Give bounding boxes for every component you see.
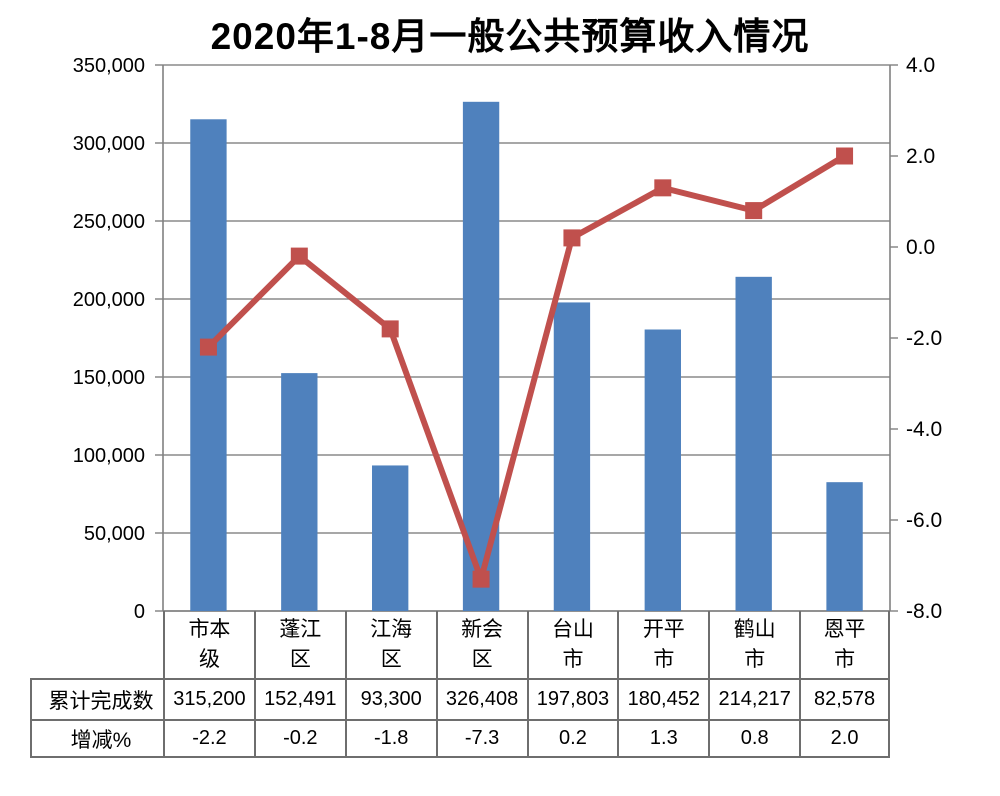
table-cell: 2.0 (799, 719, 890, 758)
bar-江海区 (372, 465, 409, 611)
line-marker-台山市 (563, 229, 581, 247)
category-label-line1: 恩平 (823, 617, 866, 641)
table-cell: 82,578 (799, 678, 890, 719)
table-row-label-增减%: 增减% (30, 719, 163, 758)
line-marker-市本级 (199, 338, 217, 356)
right-axis-tick-label: 2.0 (906, 145, 935, 168)
table-cell: 93,300 (344, 678, 436, 719)
category-label-line2: 级 (198, 647, 220, 671)
bar-开平市 (644, 329, 681, 611)
left-axis-tick-label: 0 (134, 601, 145, 623)
category-label-line1: 蓬江 (279, 617, 322, 641)
category-label-鹤山市: 鹤山市 (708, 611, 799, 678)
category-label-line2: 区 (380, 647, 402, 671)
category-label-line2: 市 (653, 647, 675, 671)
table-cell: 152,491 (253, 678, 345, 719)
category-label-line1: 市本 (188, 617, 231, 641)
category-label-市本级: 市本级 (163, 611, 254, 678)
line-marker-恩平市 (836, 147, 854, 165)
category-label-江海区: 江海区 (344, 611, 436, 678)
category-label-line1: 江海 (370, 617, 413, 641)
bar-台山市 (553, 302, 591, 611)
category-label-台山市: 台山市 (526, 611, 618, 678)
category-label-恩平市: 恩平市 (799, 611, 890, 678)
left-axis-tick-label: 200,000 (73, 289, 145, 311)
bar-蓬江区 (281, 373, 318, 611)
table-cell: 326,408 (435, 678, 527, 719)
combo-chart-plot: 0 50,000 100,000 150,000 200,000 250,000 300,0… (73, 54, 942, 623)
table-cell: -7.3 (435, 719, 527, 758)
right-axis-tick-label: -6.0 (906, 509, 942, 532)
category-label-蓬江区: 蓬江区 (253, 611, 345, 678)
table-cell: -0.2 (253, 719, 345, 758)
category-label-新会区: 新会区 (435, 611, 527, 678)
table-cell: 214,217 (708, 678, 800, 719)
category-label-line2: 市 (562, 647, 584, 671)
line-marker-江海区 (381, 320, 399, 338)
category-label-line1: 鹤山 (733, 617, 776, 641)
left-axis-tick-label: 300,000 (73, 133, 145, 155)
right-axis-tick-label: 0.0 (906, 236, 935, 259)
category-label-line2: 区 (289, 647, 311, 671)
bar-市本级 (190, 119, 227, 612)
table-cell: 0.8 (708, 719, 800, 758)
right-axis-tick-label: -2.0 (906, 327, 942, 350)
category-label-line2: 市 (744, 647, 766, 671)
table-cell: -2.2 (163, 719, 254, 758)
left-axis-tick-label: 250,000 (73, 211, 145, 233)
growth-line (206, 153, 847, 583)
chart-title: 2020年1-8月一般公共预算收入情况 (210, 16, 810, 57)
table-cell: -1.8 (344, 719, 436, 758)
category-label-line1: 新会 (461, 617, 504, 641)
table-row-label-累计完成数: 累计完成数 (30, 678, 163, 719)
bar-恩平市 (826, 482, 863, 611)
table-cell: 1.3 (617, 719, 709, 758)
category-label-line1: 台山 (551, 617, 594, 641)
line-marker-新会区 (472, 570, 490, 588)
category-label-line2: 区 (471, 647, 493, 671)
left-axis-tick-label: 150,000 (73, 367, 145, 389)
category-label-开平市: 开平市 (617, 611, 708, 678)
line-marker-开平市 (654, 179, 672, 197)
table-cell: 0.2 (526, 719, 618, 758)
right-axis-tick-label: -4.0 (906, 418, 942, 441)
axis-corner-spacer (30, 611, 163, 678)
table-cell: 197,803 (526, 678, 618, 719)
category-label-line2: 市 (834, 647, 856, 671)
left-axis-tick-label: 350,000 (73, 55, 145, 77)
data-table: 市本级蓬江区江海区新会区台山市开平市鹤山市恩平市累计完成数 315,200 152,… (30, 611, 890, 758)
category-label-line1: 开平 (642, 617, 685, 641)
left-axis-tick-label: 50,000 (84, 523, 145, 545)
left-axis-tick-label: 100,000 (73, 445, 145, 467)
table-cell: 180,452 (617, 678, 709, 719)
line-marker-蓬江区 (290, 247, 308, 265)
right-axis-tick-label: 4.0 (906, 54, 935, 77)
line-marker-鹤山市 (745, 202, 763, 220)
right-axis-tick-label: -8.0 (906, 600, 942, 623)
bar-鹤山市 (735, 276, 772, 611)
table-cell: 315,200 (163, 678, 254, 719)
